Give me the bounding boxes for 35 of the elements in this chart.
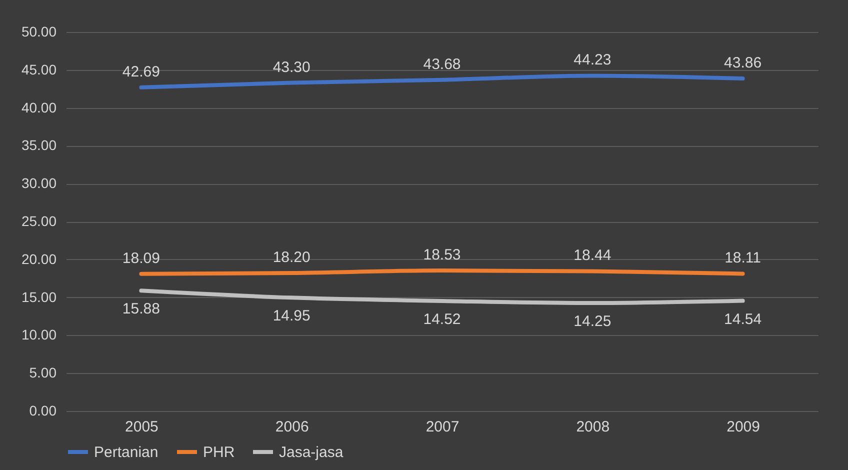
- x-tick-label: 2009: [726, 418, 760, 436]
- data-label: 14.52: [423, 310, 461, 328]
- data-label: 14.25: [574, 312, 612, 330]
- line-series: [139, 288, 745, 305]
- x-tick-label: 2006: [275, 418, 309, 436]
- y-tick-label: 35.00: [21, 137, 57, 154]
- data-label: 18.09: [122, 250, 160, 267]
- data-label: 43.86: [724, 54, 762, 72]
- data-label: 18.53: [423, 246, 461, 264]
- y-tick-label: 0.00: [29, 402, 57, 418]
- data-label: 18.20: [272, 249, 310, 266]
- data-label: 15.88: [122, 300, 160, 318]
- data-label: 43.30: [272, 58, 310, 76]
- legend-label: Jasa-jasa: [279, 444, 344, 461]
- y-tick-label: 25.00: [21, 213, 57, 229]
- x-tick-label: 2007: [426, 418, 460, 436]
- y-tick-label: 50.00: [21, 24, 57, 40]
- data-label: 42.69: [122, 63, 160, 80]
- y-tick-label: 20.00: [21, 250, 57, 267]
- data-label: 18.44: [574, 247, 612, 264]
- data-label: 14.95: [272, 308, 310, 325]
- legend-label: Pertanian: [94, 444, 158, 461]
- data-label: 18.11: [724, 250, 762, 267]
- data-label: 44.23: [574, 52, 612, 69]
- y-tick-label: 45.00: [21, 61, 57, 78]
- y-tick-label: 10.00: [21, 326, 57, 343]
- x-tick-label: 2005: [125, 418, 158, 436]
- data-label: 14.54: [724, 310, 762, 328]
- legend-label: PHR: [203, 444, 235, 461]
- y-tick-label: 5.00: [29, 364, 57, 381]
- data-label: 43.68: [423, 56, 461, 73]
- x-tick-label: 2008: [576, 418, 610, 436]
- y-tick-label: 30.00: [21, 175, 57, 192]
- y-tick-label: 40.00: [21, 99, 57, 116]
- y-tick-label: 15.00: [21, 288, 57, 305]
